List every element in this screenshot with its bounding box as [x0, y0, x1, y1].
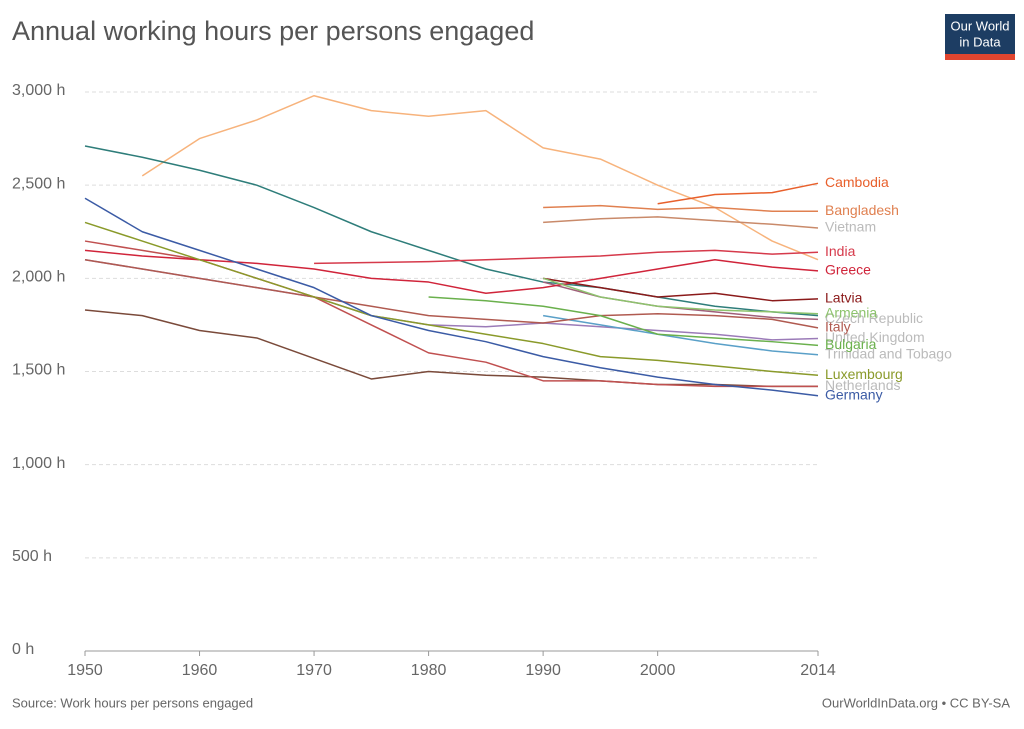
x-tick-label: 1960 — [182, 662, 218, 679]
y-tick-label: 2,500 h — [12, 175, 65, 192]
series-label: Italy — [825, 319, 851, 335]
series-label: Latvia — [825, 290, 863, 306]
series-line — [84, 258, 819, 341]
series-label: Bulgaria — [825, 336, 877, 352]
series-line — [84, 309, 818, 388]
series-label: Vietnam — [825, 219, 876, 235]
y-tick-label: 3,000 h — [12, 82, 65, 99]
series-label: Bangladesh — [825, 202, 899, 218]
y-tick-label: 1,000 h — [12, 455, 65, 472]
series-label: Armenia — [825, 304, 877, 320]
credit: OurWorldInData.org • CC BY-SA — [822, 695, 1010, 710]
series-line — [84, 221, 819, 376]
series-label: Luxembourg — [825, 366, 903, 382]
series-label: Germany — [825, 386, 883, 402]
y-tick-label: 500 h — [12, 548, 52, 565]
series-line — [84, 249, 819, 294]
x-tick-label: 1980 — [411, 662, 447, 679]
x-tick-label: 1950 — [67, 662, 103, 679]
series-line — [543, 277, 819, 302]
x-tick-label: 1970 — [296, 662, 332, 679]
series-line — [543, 314, 819, 356]
series-label: United Kingdom — [825, 329, 925, 345]
series-line — [314, 249, 819, 265]
series-line — [84, 197, 819, 397]
series-label: Czech Republic — [825, 310, 923, 326]
logo — [945, 14, 1015, 60]
source: Source: Work hours per persons engaged — [12, 695, 253, 710]
y-tick-label: 1,500 h — [12, 362, 65, 379]
logo-text: Our World — [951, 18, 1010, 33]
chart-title: Annual working hours per persons engaged — [12, 16, 534, 46]
series-label: India — [825, 243, 856, 259]
series-label: Greece — [825, 262, 871, 278]
series-label: Trinidad and Tobago — [825, 345, 952, 361]
x-tick-label: 2000 — [640, 662, 676, 679]
series-label: Cambodia — [825, 174, 889, 190]
y-tick-label: 2,000 h — [12, 269, 65, 286]
series-line — [542, 277, 819, 315]
series-line — [84, 258, 819, 329]
x-tick-label: 1990 — [525, 662, 561, 679]
y-tick-label: 0 h — [12, 641, 34, 658]
series-line — [428, 296, 819, 347]
series-line — [657, 182, 819, 205]
logo-text: in Data — [959, 34, 1001, 49]
series-line — [543, 204, 818, 213]
logo-bar — [945, 54, 1015, 60]
x-tick-label: 2014 — [800, 662, 836, 679]
series-line — [543, 216, 819, 229]
series-line — [84, 145, 819, 317]
series-label: Netherlands — [825, 377, 901, 393]
series-line — [141, 94, 819, 261]
